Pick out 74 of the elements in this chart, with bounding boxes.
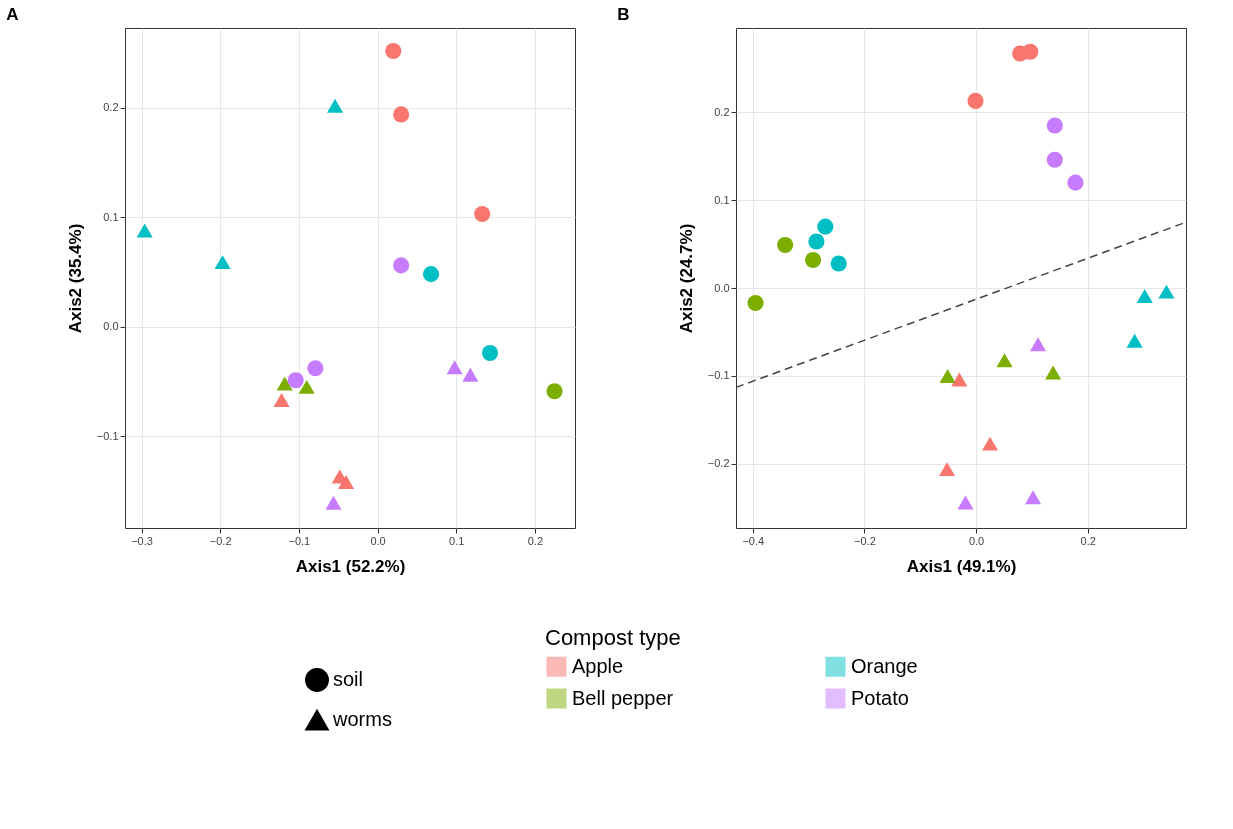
point [546,383,563,400]
point [1046,151,1063,168]
point [1126,333,1143,348]
x-tick-label: 0.2 [527,534,544,547]
legend-title: Compost type [545,625,681,650]
point [393,257,410,274]
y-tick-label: 0.1 [103,210,119,223]
x-axis-title: Axis1 (49.1%) [906,556,1017,576]
y-axis-title: Axis2 (35.4%) [65,223,85,334]
x-axis-title: Axis1 (52.2%) [295,556,406,576]
point [307,360,324,377]
point [967,92,984,109]
y-tick-label: 0.0 [714,281,730,294]
point [1024,490,1042,505]
point [1022,43,1039,60]
y-tick-label: −0.2 [707,457,730,470]
point [276,376,293,391]
y-tick-label: 0.0 [103,320,119,333]
point [1046,117,1063,134]
y-tick-label: −0.1 [96,429,119,442]
point [1029,337,1047,352]
chart-title: A [6,5,19,24]
point [817,218,834,235]
text: soil [333,668,364,690]
point [338,475,355,490]
legend-label: Apple [572,654,624,677]
y-tick-label: 0.2 [103,101,119,114]
point [385,42,402,60]
x-tick-label: −0.3 [131,534,153,547]
chart-title: B [617,5,630,24]
point [747,295,764,312]
point [1136,289,1153,303]
point [951,372,968,387]
legend-label: Bell pepper [572,686,674,709]
point [474,205,491,223]
point [214,255,231,270]
point [325,495,342,510]
y-tick-label: 0.1 [714,193,730,206]
x-tick-label: −0.2 [209,534,232,547]
point [981,436,999,451]
point [1067,174,1084,191]
point [1158,284,1175,299]
point [830,255,847,272]
y-axis-title: Axis2 (24.7%) [676,223,696,334]
point [446,360,463,375]
point [777,237,794,254]
point [462,367,479,382]
x-tick-label: −0.2 [854,534,876,547]
point [273,393,290,407]
point [298,379,315,394]
point [808,233,825,250]
point [1045,365,1062,380]
point [393,106,410,123]
point [939,369,956,383]
x-tick-label: 0.0 [968,534,985,547]
x-tick-label: 0.2 [1080,534,1096,547]
x-tick-label: 0.1 [449,534,465,547]
x-tick-label: 0.0 [370,534,386,547]
point [481,344,499,361]
x-tick-label: −0.4 [742,534,765,547]
text: worms [332,708,392,730]
point [136,223,153,238]
point [287,372,304,389]
y-tick-label: −0.1 [707,369,730,382]
y-tick-label: 0.2 [714,105,730,118]
point [326,98,344,113]
legend-label: Orange [851,654,918,677]
point [804,251,822,269]
point [957,495,974,510]
point [996,353,1013,368]
point [938,462,956,477]
point [422,266,440,283]
legend-label: Potato [851,686,909,709]
x-tick-label: −0.1 [288,534,311,547]
